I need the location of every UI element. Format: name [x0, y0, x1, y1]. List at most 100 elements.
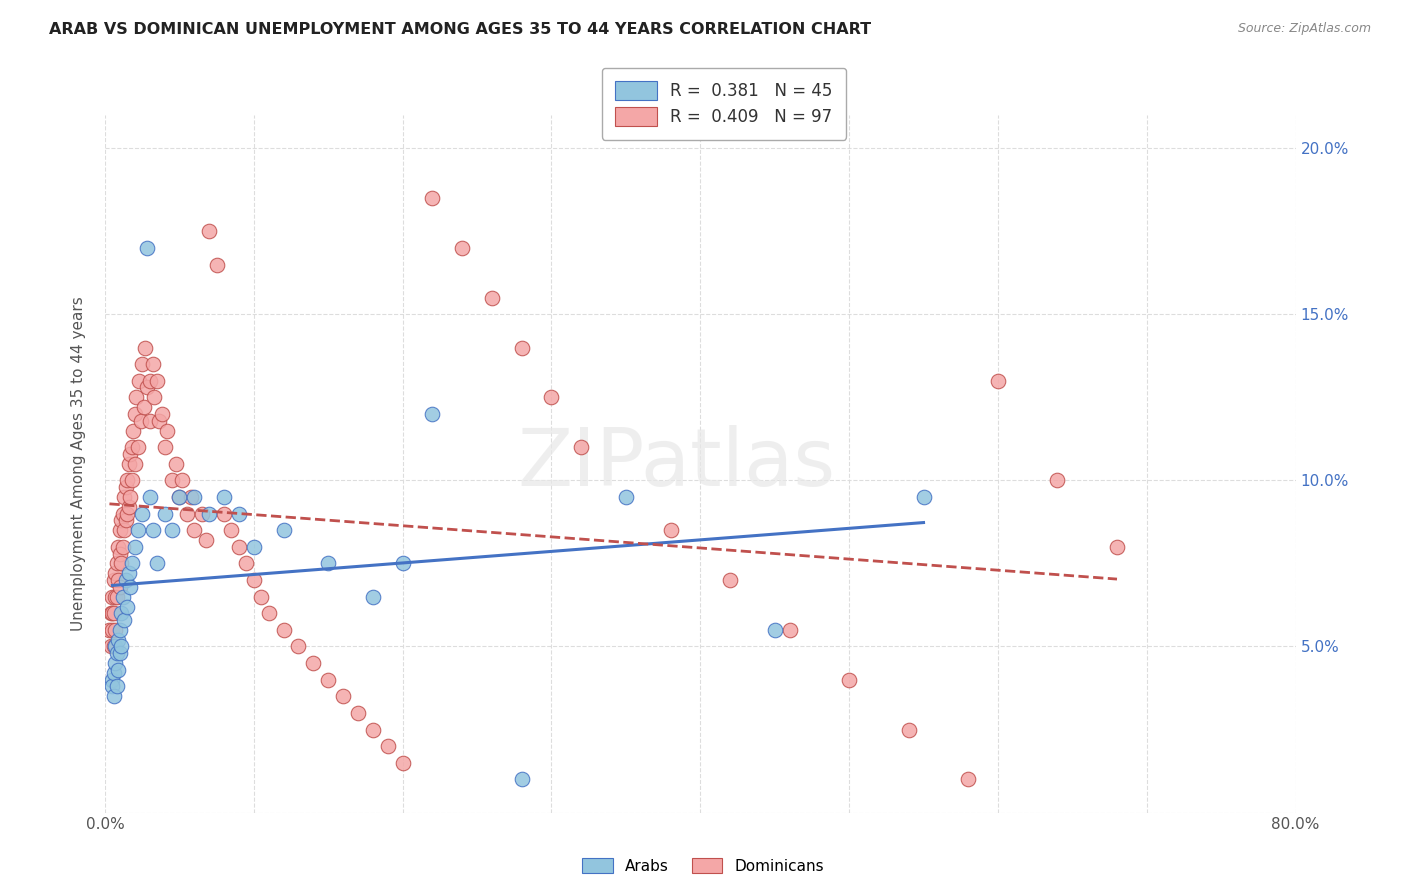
- Point: [221, 523, 243, 537]
- Point: [134, 341, 156, 355]
- Point: [391, 557, 413, 571]
- Point: [118, 566, 141, 581]
- Point: [957, 772, 980, 787]
- Point: [103, 666, 125, 681]
- Text: ARAB VS DOMINICAN UNEMPLOYMENT AMONG AGES 35 TO 44 YEARS CORRELATION CHART: ARAB VS DOMINICAN UNEMPLOYMENT AMONG AGE…: [49, 22, 872, 37]
- Point: [361, 723, 384, 737]
- Point: [108, 646, 131, 660]
- Point: [101, 607, 124, 621]
- Point: [142, 523, 165, 537]
- Point: [110, 607, 132, 621]
- Text: Source: ZipAtlas.com: Source: ZipAtlas.com: [1237, 22, 1371, 36]
- Point: [138, 414, 160, 428]
- Point: [105, 557, 128, 571]
- Point: [569, 440, 592, 454]
- Y-axis label: Unemployment Among Ages 35 to 44 years: Unemployment Among Ages 35 to 44 years: [72, 296, 86, 632]
- Point: [169, 490, 191, 504]
- Point: [110, 513, 132, 527]
- Point: [273, 523, 295, 537]
- Point: [103, 640, 125, 654]
- Point: [110, 640, 132, 654]
- Point: [510, 772, 533, 787]
- Point: [273, 623, 295, 637]
- Point: [243, 573, 266, 587]
- Point: [105, 679, 128, 693]
- Point: [107, 632, 129, 647]
- Point: [114, 480, 136, 494]
- Point: [138, 490, 160, 504]
- Point: [121, 440, 143, 454]
- Point: [105, 646, 128, 660]
- Point: [1105, 540, 1128, 554]
- Point: [302, 656, 325, 670]
- Point: [114, 513, 136, 527]
- Point: [228, 507, 250, 521]
- Point: [183, 523, 205, 537]
- Point: [153, 507, 176, 521]
- Point: [212, 507, 235, 521]
- Point: [124, 457, 146, 471]
- Point: [127, 523, 149, 537]
- Point: [121, 474, 143, 488]
- Point: [104, 656, 127, 670]
- Point: [160, 474, 183, 488]
- Point: [124, 407, 146, 421]
- Point: [659, 523, 682, 537]
- Point: [150, 407, 173, 421]
- Point: [110, 557, 132, 571]
- Point: [105, 590, 128, 604]
- Point: [228, 540, 250, 554]
- Point: [361, 590, 384, 604]
- Point: [146, 557, 169, 571]
- Point: [114, 573, 136, 587]
- Point: [131, 357, 153, 371]
- Point: [148, 414, 170, 428]
- Point: [111, 590, 134, 604]
- Legend: Arabs, Dominicans: Arabs, Dominicans: [576, 852, 830, 880]
- Point: [165, 457, 187, 471]
- Point: [316, 557, 339, 571]
- Point: [451, 241, 474, 255]
- Point: [235, 557, 257, 571]
- Point: [135, 241, 157, 255]
- Point: [198, 507, 221, 521]
- Point: [135, 380, 157, 394]
- Point: [183, 490, 205, 504]
- Point: [127, 440, 149, 454]
- Point: [156, 424, 179, 438]
- Point: [112, 613, 135, 627]
- Point: [98, 623, 121, 637]
- Point: [125, 391, 148, 405]
- Point: [103, 573, 125, 587]
- Point: [101, 623, 124, 637]
- Point: [510, 341, 533, 355]
- Point: [111, 507, 134, 521]
- Point: [122, 424, 145, 438]
- Point: [107, 663, 129, 677]
- Point: [101, 673, 124, 687]
- Point: [120, 580, 142, 594]
- Point: [107, 540, 129, 554]
- Point: [212, 490, 235, 504]
- Point: [108, 523, 131, 537]
- Point: [180, 490, 202, 504]
- Point: [190, 507, 212, 521]
- Point: [118, 457, 141, 471]
- Point: [131, 507, 153, 521]
- Point: [103, 607, 125, 621]
- Point: [124, 540, 146, 554]
- Point: [422, 407, 444, 421]
- Point: [1046, 474, 1069, 488]
- Point: [250, 590, 273, 604]
- Point: [332, 690, 354, 704]
- Point: [100, 607, 122, 621]
- Point: [100, 640, 122, 654]
- Point: [103, 690, 125, 704]
- Point: [172, 474, 194, 488]
- Point: [347, 706, 370, 720]
- Point: [160, 523, 183, 537]
- Point: [391, 756, 413, 770]
- Point: [143, 391, 166, 405]
- Point: [195, 533, 218, 548]
- Point: [912, 490, 935, 504]
